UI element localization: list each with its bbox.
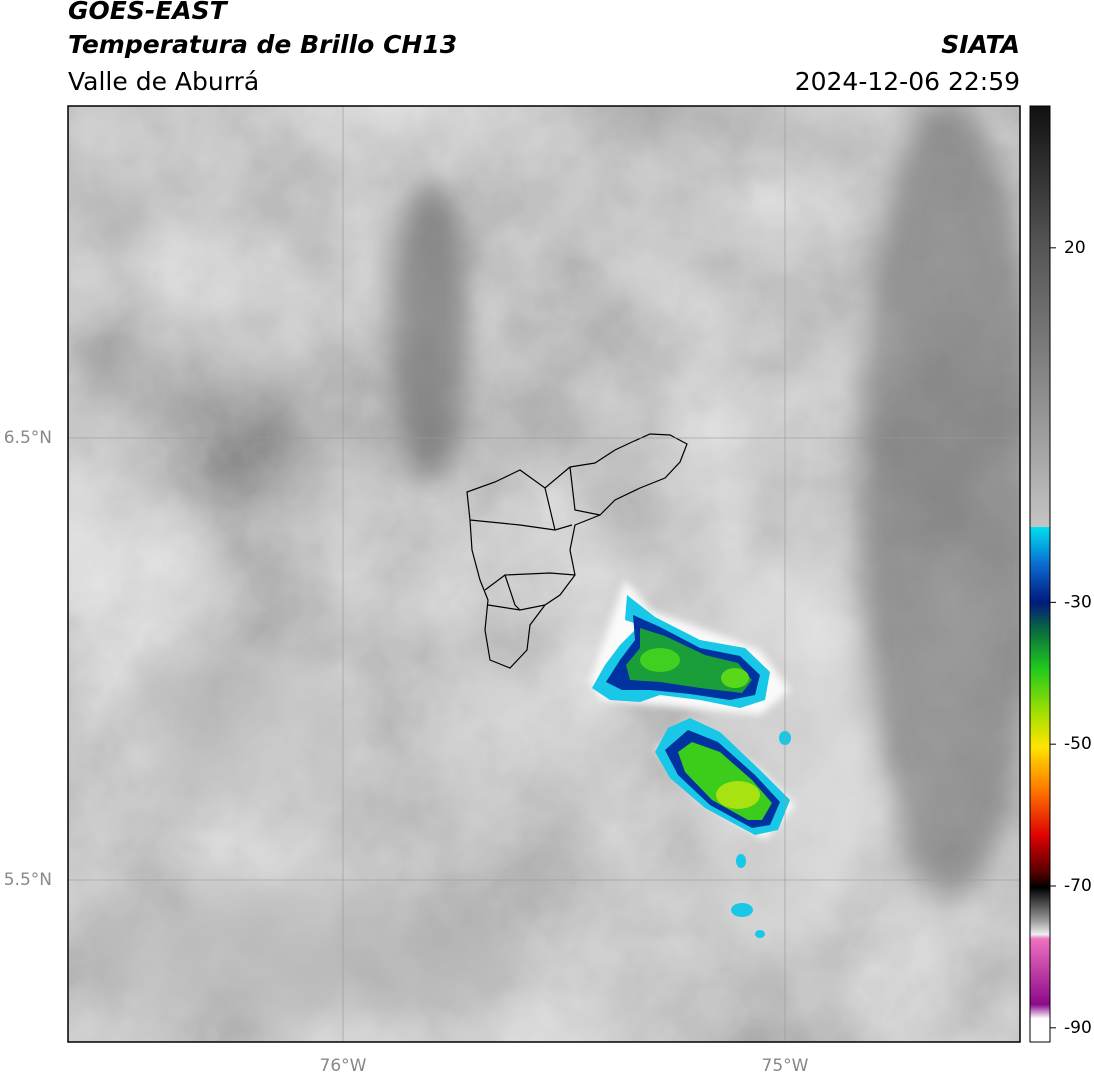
source: SIATA [941,30,1020,59]
colorbar-scale [1029,105,1051,1043]
colorbar-tick-label: -90 [1064,1018,1092,1038]
title: GOES-EAST [68,0,229,25]
satellite-image [68,106,1020,1042]
map-frame [67,105,1021,1043]
lon-label: 76°W [320,1056,367,1076]
datetime: 2024-12-06 22:59 [795,67,1020,96]
region: Valle de Aburrá [68,67,259,96]
colorbar-tick-label: -70 [1064,876,1092,896]
subtitle: Temperatura de Brillo CH13 [68,30,457,59]
graticule [68,106,1020,1042]
lat-label: 6.5°N [4,428,52,448]
colorbar-tick-label: 20 [1064,238,1086,258]
lat-label: 5.5°N [4,870,52,890]
lon-label: 75°W [762,1056,809,1076]
colorbar: 20 -30 -50 -70 -90 [1029,105,1092,1043]
colorbar-tick-label: -50 [1064,734,1092,754]
colorbar-tick-label: -30 [1064,592,1092,612]
valley-outline [466,433,688,669]
